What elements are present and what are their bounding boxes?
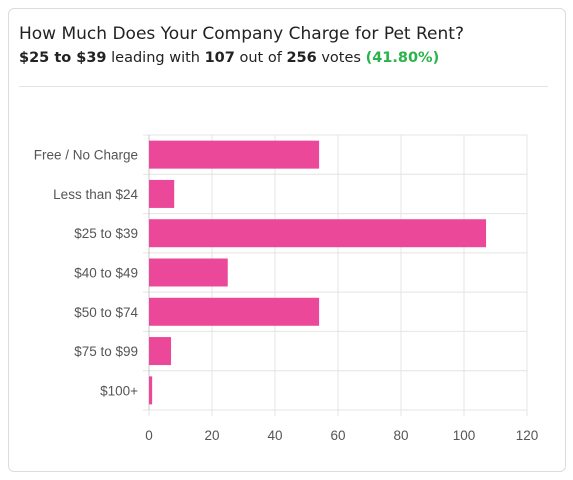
x-tick-label: 60 [330,428,345,443]
category-label: Less than $24 [53,187,138,202]
bar [149,140,320,169]
bar [149,219,487,248]
out-of-text: out of [239,50,282,66]
category-label: $25 to $39 [74,226,138,241]
bar [149,337,172,366]
poll-summary: $25 to $39 leading with 107 out of 256 v… [19,50,439,66]
bar [149,376,153,405]
poll-title: How Much Does Your Company Charge for Pe… [19,24,464,44]
bar [149,297,320,326]
x-tick-label: 80 [393,428,408,443]
header-divider [19,86,548,87]
votes-text: votes [321,50,361,66]
category-label: $100+ [100,383,138,398]
x-tick-label: 20 [204,428,219,443]
category-label: Free / No Charge [34,148,138,163]
x-tick-label: 120 [516,428,539,443]
bar [149,179,175,208]
category-label: $75 to $99 [74,344,138,359]
category-label: $40 to $49 [74,266,138,281]
x-tick-label: 40 [267,428,282,443]
leader-votes: 107 [204,50,235,66]
x-tick-label: 0 [145,428,153,443]
leading-option: $25 to $39 [19,50,107,66]
x-tick-label: 100 [453,428,476,443]
total-votes: 256 [286,50,317,66]
category-label: $50 to $74 [74,305,138,320]
bar [149,258,228,287]
leading-with-text: leading with [111,50,200,66]
leader-percent: (41.80%) [365,50,440,66]
